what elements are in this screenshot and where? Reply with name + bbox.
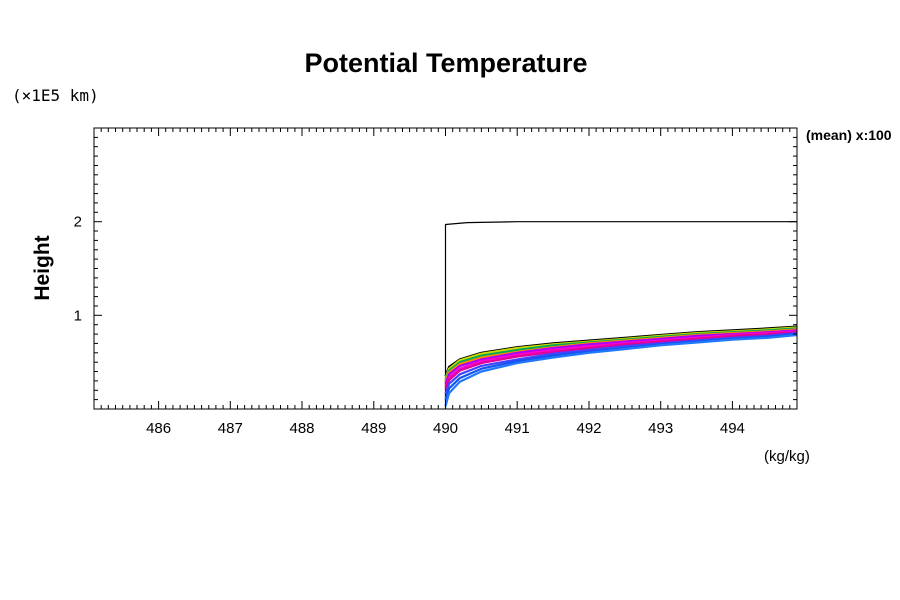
x-tick-label: 493: [648, 420, 673, 437]
mean-annotation: (mean) x:100: [806, 127, 892, 143]
x-tick-label: 488: [289, 420, 314, 437]
plot-frame: [93, 127, 798, 410]
x-tick-label: 487: [218, 420, 243, 437]
tick-marks: [93, 128, 798, 409]
x-tick-label: 491: [505, 420, 530, 437]
x-tick-label: 490: [433, 420, 458, 437]
x-tick-label: 489: [361, 420, 386, 437]
series-line-7: [444, 331, 798, 390]
series-line-0: [444, 221, 797, 409]
x-tick-label: 494: [720, 420, 745, 437]
series-line-10: [444, 333, 798, 407]
x-axis-unit: (kg/kg): [764, 448, 810, 465]
plot-lines: [444, 221, 798, 409]
chart-title: Potential Temperature: [304, 48, 587, 78]
y-tick-labels: 12: [74, 214, 82, 325]
y-tick-label: 1: [74, 307, 82, 324]
x-tick-labels: 486 487 488 489 490 491 492 493 494: [146, 420, 745, 437]
y-tick-label: 2: [74, 214, 82, 231]
x-tick-label: 486: [146, 420, 171, 437]
x-tick-label: 492: [576, 420, 601, 437]
y-axis-label: Height: [31, 235, 54, 300]
y-scale-note: (×1E5 km): [12, 86, 99, 105]
